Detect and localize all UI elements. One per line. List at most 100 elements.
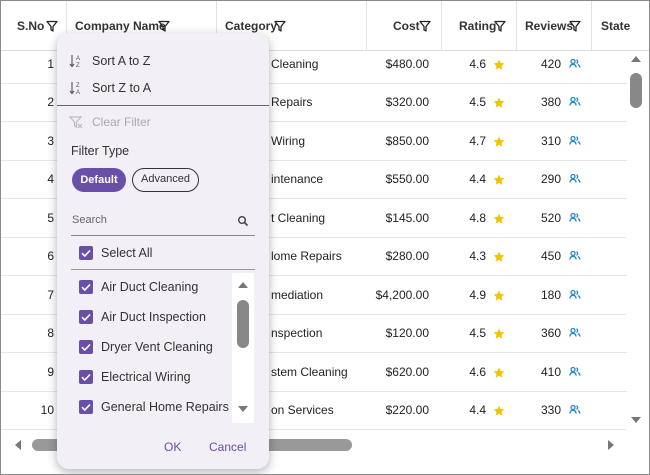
column-filter-icon[interactable] [569, 20, 581, 32]
option-checkbox[interactable] [79, 400, 93, 414]
clear-filter-option[interactable]: Clear Filter [92, 115, 151, 129]
scroll-up[interactable] [630, 53, 642, 65]
option-checkbox[interactable] [79, 340, 93, 354]
cell-rating: 4.5 [469, 95, 486, 110]
cell-sno: 2 [47, 95, 54, 110]
cell-rating: 4.6 [469, 57, 486, 71]
cell-rating: 4.6 [469, 364, 486, 379]
cancel-button[interactable]: Cancel [209, 440, 247, 454]
column-header[interactable]: S.No [17, 19, 45, 33]
menu-divider [57, 105, 269, 106]
cell-sno: 8 [47, 326, 54, 341]
cell-sno: 10 [40, 403, 54, 418]
select-all-checkbox[interactable] [79, 246, 93, 260]
svg-text:Z: Z [76, 63, 80, 68]
row-divider [1, 237, 627, 238]
row-divider [1, 352, 627, 353]
cell-reviews: 380 [540, 95, 561, 110]
cell-sno: 4 [47, 172, 54, 187]
cell-sno: 5 [47, 210, 54, 225]
cell-sno: 9 [47, 364, 54, 379]
column-filter-icon[interactable] [158, 20, 170, 32]
option-checkbox[interactable] [79, 280, 93, 294]
filter-option[interactable]: Air Duct Inspection [101, 310, 206, 324]
scroll-left[interactable] [12, 439, 24, 451]
vertical-scroll-thumb[interactable] [630, 73, 642, 108]
column-header[interactable]: State [601, 19, 631, 33]
filter-type-default[interactable]: Default [72, 168, 126, 192]
column-filter-icon[interactable] [46, 20, 58, 32]
cell-sno: 7 [47, 287, 54, 302]
cell-rating: 4.9 [469, 287, 486, 302]
row-divider [1, 275, 627, 276]
reviews-icon [569, 404, 581, 414]
cell-reviews: 410 [540, 364, 561, 379]
cell-cost: $480.00 [385, 57, 429, 71]
rating-star [493, 136, 505, 147]
row-divider [1, 121, 627, 122]
list-scroll-down[interactable] [237, 403, 249, 415]
cell-rating: 4.8 [469, 210, 486, 225]
cell-reviews: 420 [540, 57, 561, 71]
column-filter-icon[interactable] [494, 20, 506, 32]
scroll-down[interactable] [630, 414, 642, 426]
column-separator [66, 1, 67, 51]
column-separator [366, 1, 367, 51]
cell-rating: 4.5 [469, 326, 486, 341]
cell-category: on Services [271, 403, 334, 418]
cell-rating: 4.7 [469, 133, 486, 148]
option-checkbox[interactable] [79, 370, 93, 384]
filter-option[interactable]: Dryer Vent Cleaning [101, 340, 213, 354]
cell-category: Cleaning [271, 57, 319, 71]
rating-star [493, 97, 505, 109]
column-header[interactable]: Company Name [75, 19, 166, 33]
cell-sno: 1 [47, 57, 54, 71]
svg-text:A: A [76, 56, 80, 62]
filter-popup: A Z Sort A to Z Z A Sort Z to A Clear Filter Fi… [57, 33, 269, 469]
filter-option[interactable]: Air Duct Cleaning [101, 280, 199, 294]
filter-option[interactable]: Electrical Wiring [101, 370, 191, 384]
column-header[interactable]: Reviews [525, 19, 574, 33]
option-checkbox[interactable] [79, 310, 93, 324]
select-all-label[interactable]: Select All [101, 246, 153, 260]
cell-reviews: 360 [540, 326, 561, 341]
reviews-icon [569, 174, 581, 183]
cell-category: t Cleaning [271, 210, 326, 225]
reviews-icon [569, 251, 581, 260]
reviews-icon [569, 366, 581, 376]
list-scroll-thumb[interactable] [237, 300, 249, 348]
rating-star [493, 59, 505, 70]
cell-cost: $320.00 [385, 95, 429, 110]
cell-rating: 4.3 [469, 249, 486, 264]
cell-cost: $280.00 [385, 249, 429, 264]
sort-desc-icon: ZA [69, 82, 80, 95]
filter-type-advanced[interactable]: Advanced [132, 168, 199, 192]
cell-reviews: 330 [540, 403, 561, 418]
filter-option[interactable]: General Home Repairs [101, 400, 229, 414]
sort-asc-option[interactable]: Sort A to Z [92, 54, 151, 68]
column-header[interactable]: Cost [393, 19, 420, 33]
rating-star [493, 290, 505, 301]
filter-type-label: Filter Type [71, 144, 130, 158]
column-header[interactable]: Category [225, 19, 278, 33]
svg-text:A: A [76, 90, 80, 95]
cell-reviews: 520 [540, 210, 561, 225]
column-header[interactable]: Rating [459, 19, 497, 33]
ok-button[interactable]: OK [164, 440, 182, 454]
cell-cost: $220.00 [385, 403, 429, 418]
cell-cost: $120.00 [385, 326, 429, 341]
sort-asc-icon: AZ [69, 55, 80, 68]
clear-filter-icon [69, 116, 83, 129]
reviews-icon [569, 135, 581, 145]
list-scroll-up[interactable] [237, 279, 249, 291]
search-input[interactable] [71, 211, 255, 236]
cell-cost: $550.00 [385, 172, 429, 187]
cell-cost: $145.00 [385, 210, 429, 225]
reviews-icon [569, 58, 581, 68]
sort-desc-option[interactable]: Sort Z to A [92, 81, 152, 95]
menu-divider [71, 269, 255, 270]
column-filter-icon[interactable] [274, 20, 286, 32]
cell-category: nspection [271, 326, 323, 341]
scroll-right[interactable] [605, 439, 617, 451]
column-filter-icon[interactable] [419, 20, 431, 32]
